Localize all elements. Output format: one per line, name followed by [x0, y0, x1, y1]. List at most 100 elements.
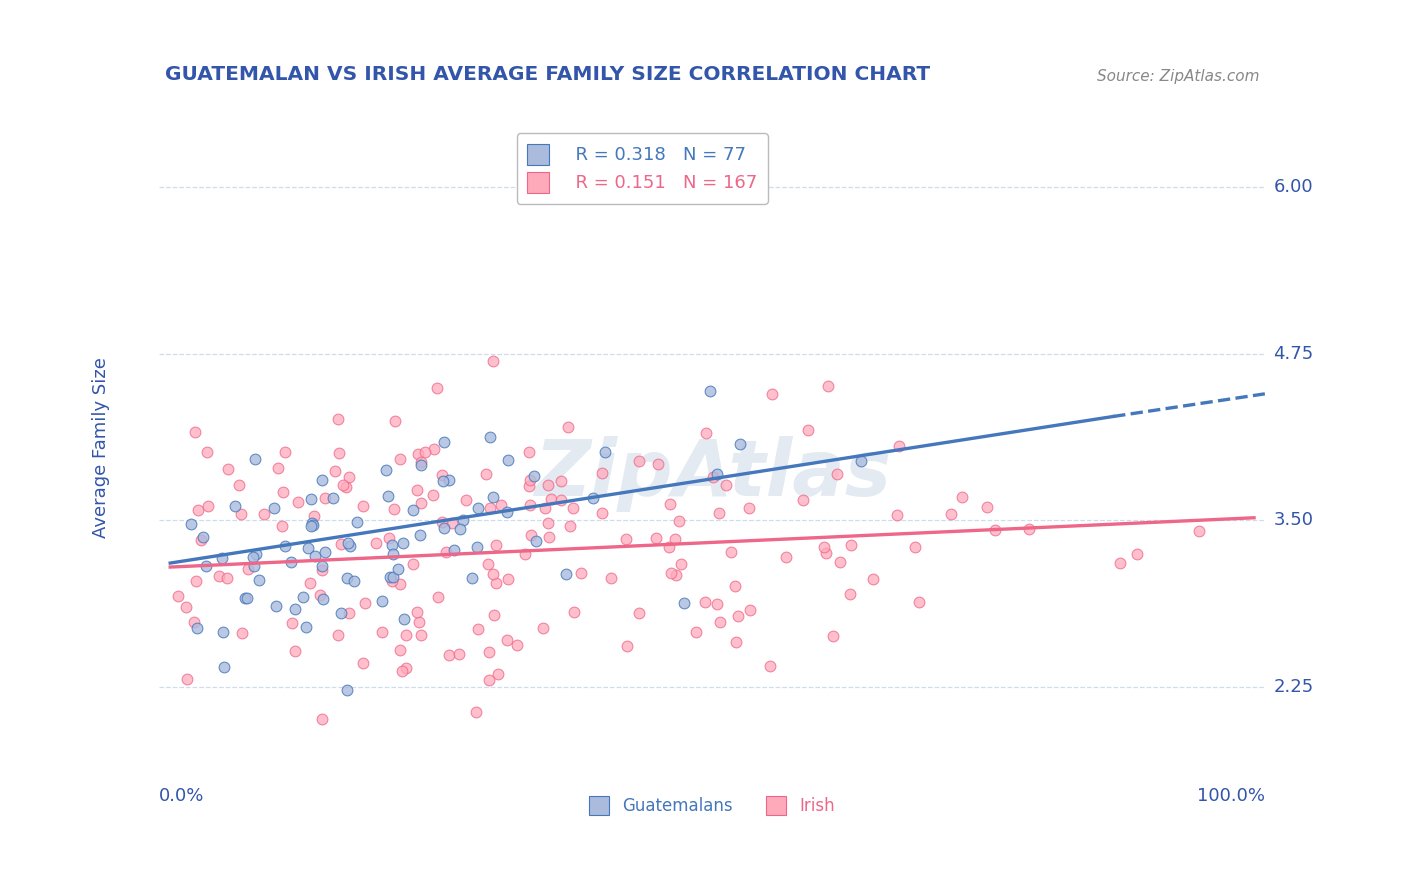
Point — [616, 640, 638, 654]
Point — [311, 473, 333, 487]
Point — [440, 516, 463, 531]
Point — [658, 497, 681, 511]
Point — [337, 606, 360, 620]
Point — [558, 519, 581, 533]
Point — [478, 673, 501, 688]
Point — [582, 491, 605, 505]
Point — [439, 648, 461, 662]
Point — [817, 379, 839, 393]
Point — [375, 463, 398, 477]
Point — [792, 492, 814, 507]
Point — [727, 609, 749, 624]
Point — [478, 645, 501, 659]
Text: 6.00: 6.00 — [1274, 178, 1313, 196]
Text: GUATEMALAN VS IRISH AVERAGE FAMILY SIZE CORRELATION CHART: GUATEMALAN VS IRISH AVERAGE FAMILY SIZE … — [165, 65, 929, 84]
Text: Source: ZipAtlas.com: Source: ZipAtlas.com — [1097, 69, 1260, 84]
Point — [477, 558, 499, 572]
Point — [233, 591, 256, 605]
Point — [433, 520, 456, 534]
Point — [433, 435, 456, 450]
Point — [426, 381, 449, 395]
Point — [411, 496, 433, 510]
Point — [658, 540, 681, 554]
Point — [328, 628, 350, 642]
Point — [758, 658, 780, 673]
Point — [299, 519, 322, 533]
Text: Average Family Size: Average Family Size — [91, 357, 110, 538]
Point — [495, 633, 517, 648]
Point — [382, 570, 405, 584]
Point — [534, 501, 557, 516]
Point — [267, 461, 290, 475]
Point — [669, 557, 692, 571]
Point — [308, 588, 330, 602]
Point — [537, 477, 560, 491]
Point — [537, 530, 560, 544]
Point — [284, 644, 307, 658]
Point — [839, 538, 862, 552]
Point — [389, 577, 412, 591]
Point — [183, 425, 205, 440]
Point — [354, 596, 377, 610]
Point — [467, 623, 489, 637]
Point — [724, 634, 747, 648]
Point — [557, 420, 579, 434]
Point — [382, 502, 405, 516]
Point — [439, 473, 461, 487]
Point — [443, 543, 465, 558]
Point — [723, 579, 745, 593]
Point — [183, 615, 205, 630]
Point — [600, 571, 623, 585]
Point — [862, 573, 884, 587]
Point — [406, 447, 429, 461]
Point — [253, 507, 276, 521]
Point — [337, 470, 360, 484]
Point — [519, 498, 541, 512]
Point — [235, 591, 257, 605]
Point — [908, 595, 931, 609]
Point — [197, 499, 219, 513]
Point — [531, 621, 554, 635]
Point — [481, 490, 503, 504]
Point — [517, 445, 540, 459]
Point — [311, 559, 333, 574]
Point — [180, 516, 202, 531]
Point — [775, 549, 797, 564]
Point — [311, 563, 333, 577]
Point — [886, 508, 908, 522]
Point — [236, 562, 259, 576]
Point — [304, 509, 326, 524]
Point — [461, 571, 484, 585]
Point — [352, 499, 374, 513]
Point — [231, 625, 253, 640]
Point — [330, 606, 353, 620]
Point — [591, 466, 613, 480]
Point — [395, 661, 418, 675]
Point — [211, 551, 233, 566]
Point — [904, 541, 927, 555]
Point — [976, 500, 998, 514]
Point — [479, 501, 502, 516]
Point — [475, 467, 498, 482]
Point — [430, 468, 453, 483]
Point — [405, 483, 427, 497]
Point — [496, 453, 519, 467]
Point — [284, 601, 307, 615]
Point — [391, 664, 413, 678]
Point — [550, 474, 572, 488]
Point — [370, 625, 392, 640]
Point — [665, 568, 688, 582]
Point — [484, 608, 506, 623]
Point — [304, 549, 326, 563]
Point — [245, 547, 267, 561]
Point — [664, 532, 686, 546]
Point — [562, 606, 585, 620]
Point — [287, 495, 309, 509]
Point — [186, 574, 208, 588]
Point — [408, 615, 430, 629]
Point — [486, 667, 509, 681]
Point — [1109, 556, 1132, 570]
Point — [716, 478, 738, 492]
Point — [738, 603, 761, 617]
Point — [384, 414, 406, 428]
